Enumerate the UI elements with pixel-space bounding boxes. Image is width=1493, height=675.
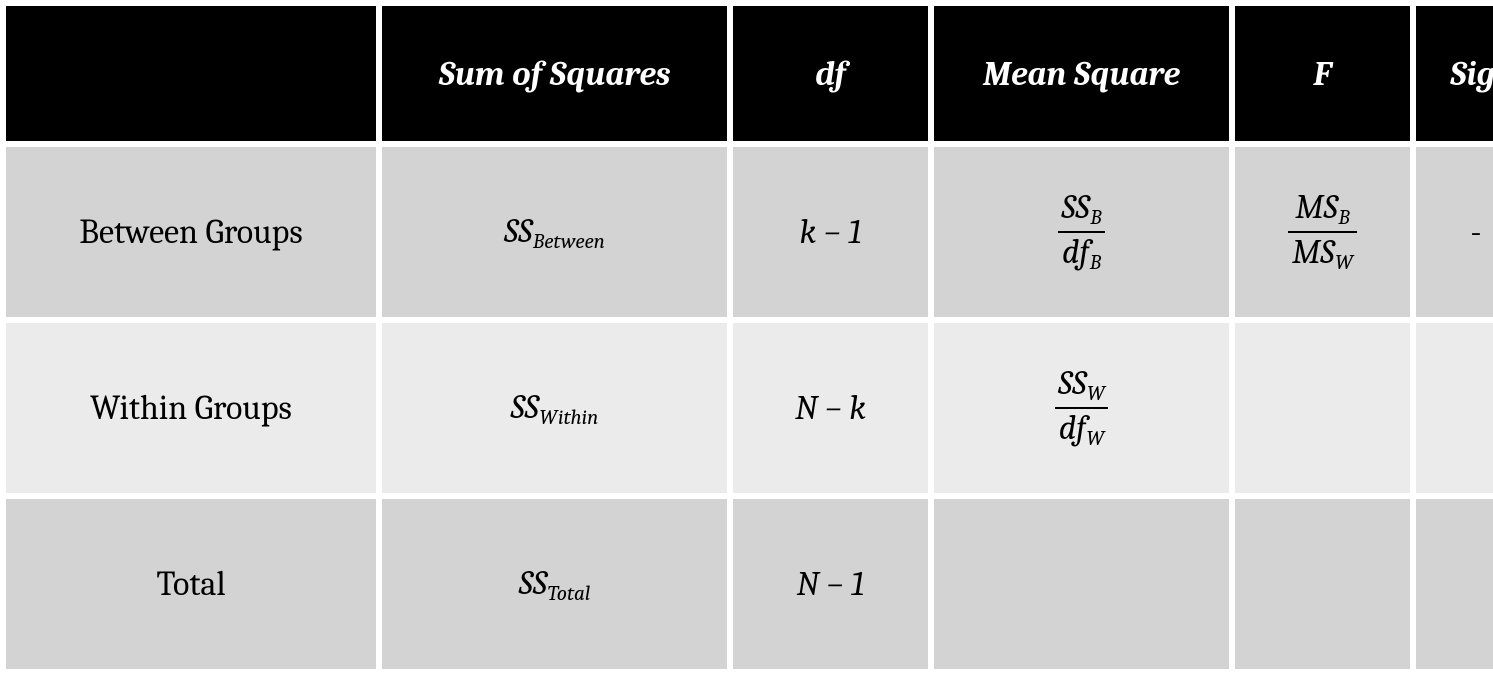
ms-between-fraction: SSB dfB bbox=[1057, 188, 1105, 276]
ss-base: SS bbox=[504, 211, 532, 251]
cell-label: Total bbox=[6, 499, 376, 669]
row-label: Within Groups bbox=[90, 388, 292, 428]
row-within-groups: Within Groups SSWithin N − k SSW dfW bbox=[6, 323, 1493, 493]
cell-label: Within Groups bbox=[6, 323, 376, 493]
frac-den: dfB bbox=[1058, 231, 1105, 276]
ss-total: SSTotal bbox=[519, 566, 590, 605]
cell-label: Between Groups bbox=[6, 147, 376, 317]
ss-within: SSWithin bbox=[511, 390, 599, 429]
cell-f: MSB MSW bbox=[1235, 147, 1410, 317]
header-sum-squares: Sum of Squares bbox=[382, 6, 727, 141]
cell-f bbox=[1235, 323, 1410, 493]
anova-table: Sum of Squares df Mean Square F Sig. Bet… bbox=[0, 0, 1493, 675]
header-df: df bbox=[733, 6, 928, 141]
cell-sig bbox=[1416, 499, 1493, 669]
df-total: N − 1 bbox=[797, 567, 865, 601]
sig-value: - bbox=[1470, 212, 1481, 252]
f-fraction: MSB MSW bbox=[1288, 188, 1357, 276]
ss-between: SSBetween bbox=[504, 214, 605, 253]
row-between-groups: Between Groups SSBetween k − 1 SSB dfB bbox=[6, 147, 1493, 317]
cell-df: k − 1 bbox=[733, 147, 928, 317]
cell-sig: - bbox=[1416, 147, 1493, 317]
header-row: Sum of Squares df Mean Square F Sig. bbox=[6, 6, 1493, 141]
header-mean-square: Mean Square bbox=[934, 6, 1229, 141]
frac-num: SSW bbox=[1054, 364, 1109, 407]
row-label: Between Groups bbox=[79, 212, 302, 252]
header-sig: Sig. bbox=[1416, 6, 1493, 141]
row-label: Total bbox=[156, 564, 225, 604]
ss-sub: Between bbox=[532, 230, 605, 254]
cell-sig bbox=[1416, 323, 1493, 493]
cell-ms: SSW dfW bbox=[934, 323, 1229, 493]
cell-ms bbox=[934, 499, 1229, 669]
frac-num: SSB bbox=[1057, 188, 1105, 231]
row-total: Total SSTotal N − 1 bbox=[6, 499, 1493, 669]
frac-den: dfW bbox=[1055, 407, 1109, 452]
cell-df: N − k bbox=[733, 323, 928, 493]
cell-df: N − 1 bbox=[733, 499, 928, 669]
cell-f bbox=[1235, 499, 1410, 669]
cell-ss: SSWithin bbox=[382, 323, 727, 493]
frac-num: MSB bbox=[1291, 188, 1353, 231]
df-between: k − 1 bbox=[799, 215, 861, 249]
cell-ss: SSBetween bbox=[382, 147, 727, 317]
cell-ss: SSTotal bbox=[382, 499, 727, 669]
cell-ms: SSB dfB bbox=[934, 147, 1229, 317]
ms-within-fraction: SSW dfW bbox=[1054, 364, 1109, 452]
header-f: F bbox=[1235, 6, 1410, 141]
header-blank bbox=[6, 6, 376, 141]
frac-den: MSW bbox=[1288, 231, 1357, 276]
df-within: N − k bbox=[795, 391, 866, 425]
